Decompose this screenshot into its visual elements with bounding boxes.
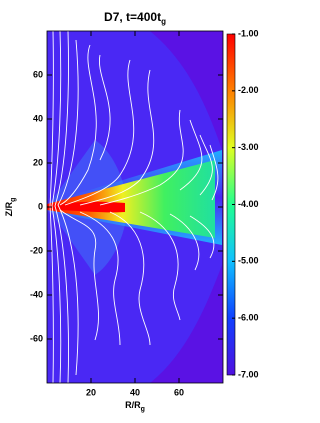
x-tick-label: 60	[174, 387, 184, 397]
y-tick-label: -20	[30, 245, 43, 255]
colorbar-tick-label: -6.00	[238, 313, 259, 323]
colorbar-tick-label: -7.00	[238, 369, 259, 379]
y-tick-label: 60	[33, 69, 43, 79]
colorbar-tick-label: -5.00	[238, 256, 259, 266]
title-main: D7, t=400t	[104, 10, 161, 24]
colorbar-tick-label: -2.00	[238, 85, 259, 95]
ylabel-main: Z/R	[4, 201, 14, 216]
y-tick-label: -40	[30, 289, 43, 299]
ylabel-sub: g	[10, 198, 17, 202]
colorbar-tick-label: -3.00	[238, 142, 259, 152]
y-tick-label: 20	[33, 157, 43, 167]
x-tick-label: 20	[86, 387, 96, 397]
title-sub: g	[161, 17, 166, 26]
xlabel-main: R/R	[125, 400, 141, 410]
y-tick-label: 0	[38, 201, 43, 211]
y-tick-label: 40	[33, 113, 43, 123]
x-tick-label: 40	[130, 387, 140, 397]
colorbar-tick-label: -4.00	[238, 199, 259, 209]
chart-title: D7, t=400tg	[104, 10, 166, 26]
x-axis-label: R/Rg	[125, 400, 145, 412]
y-tick-label: -60	[30, 333, 43, 343]
y-axis-label: Z/Rg	[4, 198, 16, 217]
map-image	[47, 31, 223, 383]
xlabel-sub: g	[141, 406, 145, 413]
chart: D7, t=400tg R/Rg Z/Rg 20 40 606040200-20-4…	[4, 10, 259, 413]
colorbar-tick-label: -1.00	[238, 28, 259, 38]
